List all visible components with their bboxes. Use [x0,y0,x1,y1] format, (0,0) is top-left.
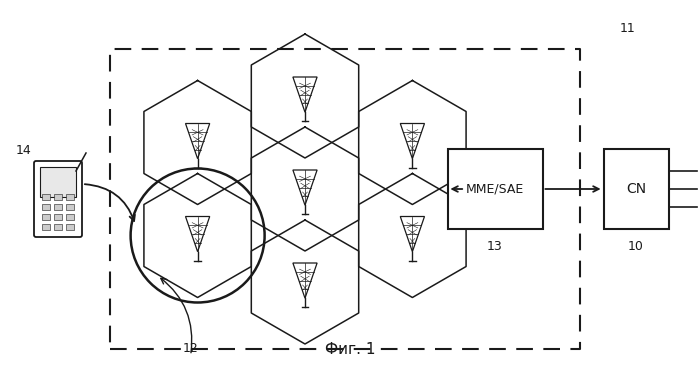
Text: 14: 14 [16,144,31,157]
Bar [447,149,542,229]
Text: Фиг. 1: Фиг. 1 [325,342,375,357]
Text: CN: CN [626,182,646,196]
Bar [54,214,62,220]
Bar [54,204,62,210]
Bar [42,214,50,220]
Bar [66,204,74,210]
Bar [603,149,668,229]
Text: 12: 12 [182,342,199,356]
Text: 13: 13 [487,240,503,254]
Bar [42,194,50,200]
Text: 10: 10 [628,240,644,254]
Bar [54,194,62,200]
Text: 11: 11 [620,22,636,35]
Text: MME/SAE: MME/SAE [466,182,524,196]
Bar [66,224,74,230]
Bar [66,194,74,200]
Bar [40,167,76,197]
Bar [42,204,50,210]
FancyBboxPatch shape [34,161,82,237]
Bar [54,224,62,230]
Bar [66,214,74,220]
Bar [42,224,50,230]
